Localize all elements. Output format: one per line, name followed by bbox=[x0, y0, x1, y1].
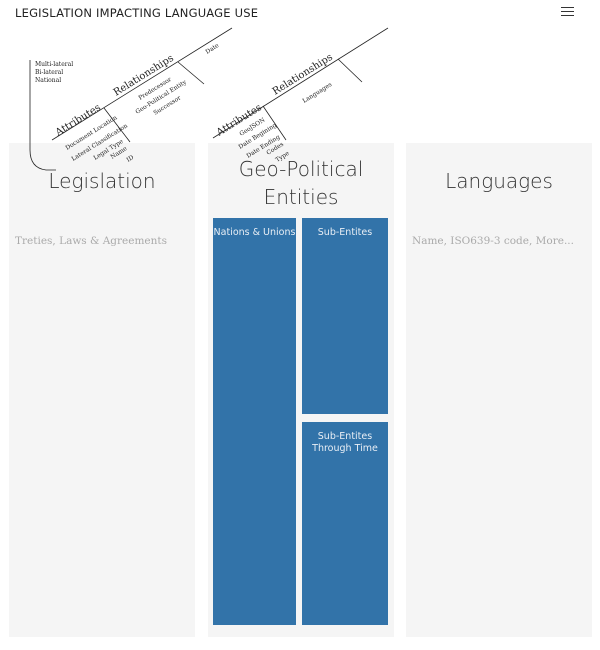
sub-entities-through-time-tile[interactable]: Sub-Entites Through Time bbox=[302, 422, 388, 625]
geo-political-title: Geo-Political Entities bbox=[208, 155, 394, 211]
app-title: LEGISLATION IMPACTING LANGUAGE USE bbox=[15, 6, 259, 20]
scope-type-national: National bbox=[35, 77, 61, 84]
legislation-panel[interactable]: Legislation Treties, Laws & Agreements bbox=[9, 143, 195, 637]
sub-entities-label: Sub-Entites bbox=[317, 227, 373, 238]
languages-panel[interactable]: Languages Name, ISO639-3 code, More... bbox=[406, 143, 592, 637]
legislation-attr-id: ID bbox=[125, 154, 135, 164]
languages-description: Name, ISO639-3 code, More... bbox=[412, 235, 574, 247]
scope-type-multilateral: Multi-lateral bbox=[35, 61, 73, 68]
legislation-title: Legislation bbox=[48, 169, 156, 193]
sub-through-label-2: Through Time bbox=[312, 443, 378, 454]
sub-through-label-1: Sub-Entites bbox=[317, 431, 373, 442]
legislation-description: Treties, Laws & Agreements bbox=[15, 235, 168, 247]
nations-unions-label: Nations & Unions bbox=[213, 227, 296, 238]
sub-entities-tile[interactable]: Sub-Entites bbox=[302, 218, 388, 414]
hamburger-menu-icon[interactable] bbox=[561, 7, 574, 18]
languages-title: Languages bbox=[445, 169, 553, 193]
top-bar: LEGISLATION IMPACTING LANGUAGE USE bbox=[0, 0, 600, 28]
geo-title-line-1: Geo-Political bbox=[238, 157, 364, 181]
geo-rel-languages: Languages bbox=[301, 81, 333, 105]
nations-unions-tile[interactable]: Nations & Unions bbox=[213, 218, 296, 625]
geo-political-panel[interactable]: Geo-Political Entities Nations & Unions … bbox=[208, 143, 394, 637]
legislation-diagram-lines bbox=[29, 27, 233, 171]
geo-diagram-lines bbox=[212, 27, 389, 141]
geo-title-line-2: Entities bbox=[263, 185, 339, 209]
scope-type-bilateral: Bi-lateral bbox=[35, 69, 63, 76]
